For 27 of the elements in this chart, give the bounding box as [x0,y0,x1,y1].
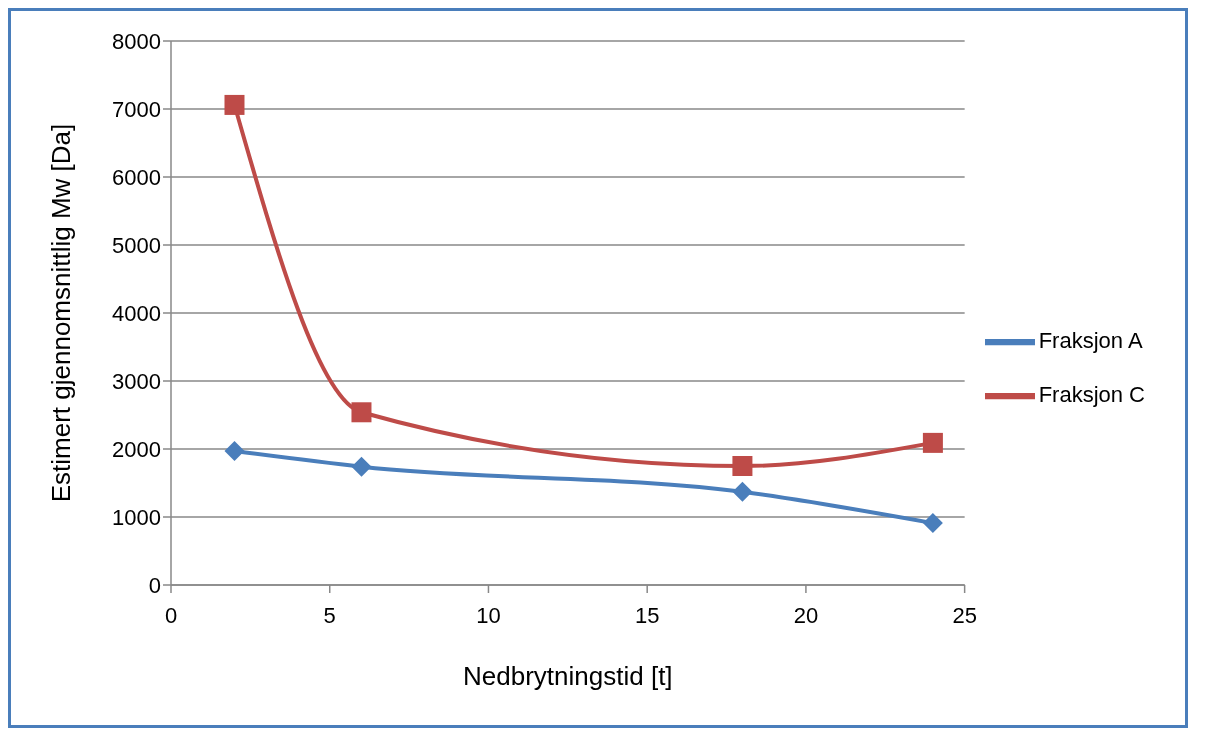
point [351,402,372,423]
point [922,513,943,534]
x-tick-label: 20 [793,602,819,628]
x-tick-label: 5 [323,602,336,628]
x-tick-label: 0 [164,602,178,628]
x-axis-title: Nedbrytningstid [t] [463,661,673,691]
x-tick-label: 10 [476,602,501,628]
y-axis-title: Estimert gjennomsnittlig Mw [Da] [46,123,77,503]
y-tick-label: 6000 [112,164,161,190]
y-tick-label: 4000 [112,300,161,326]
legend-label: Fraksjon C [1038,382,1145,407]
y-tick-label: 5000 [112,232,161,258]
point [351,456,372,477]
point [922,432,943,453]
y-tick-label: 7000 [112,96,161,122]
point [732,481,753,502]
y-tick-label: 0 [148,572,161,598]
y-tick-label: 1000 [112,504,161,530]
x-tick-label: 15 [634,602,660,628]
point [224,441,245,462]
point [732,456,753,476]
y-tick-label: 2000 [112,436,161,462]
point [224,94,245,115]
legend-label: Fraksjon A [1038,328,1143,353]
y-tick-label: 8000 [112,28,161,54]
x-tick-label: 25 [952,602,977,628]
y-tick-label: 3000 [112,368,161,394]
